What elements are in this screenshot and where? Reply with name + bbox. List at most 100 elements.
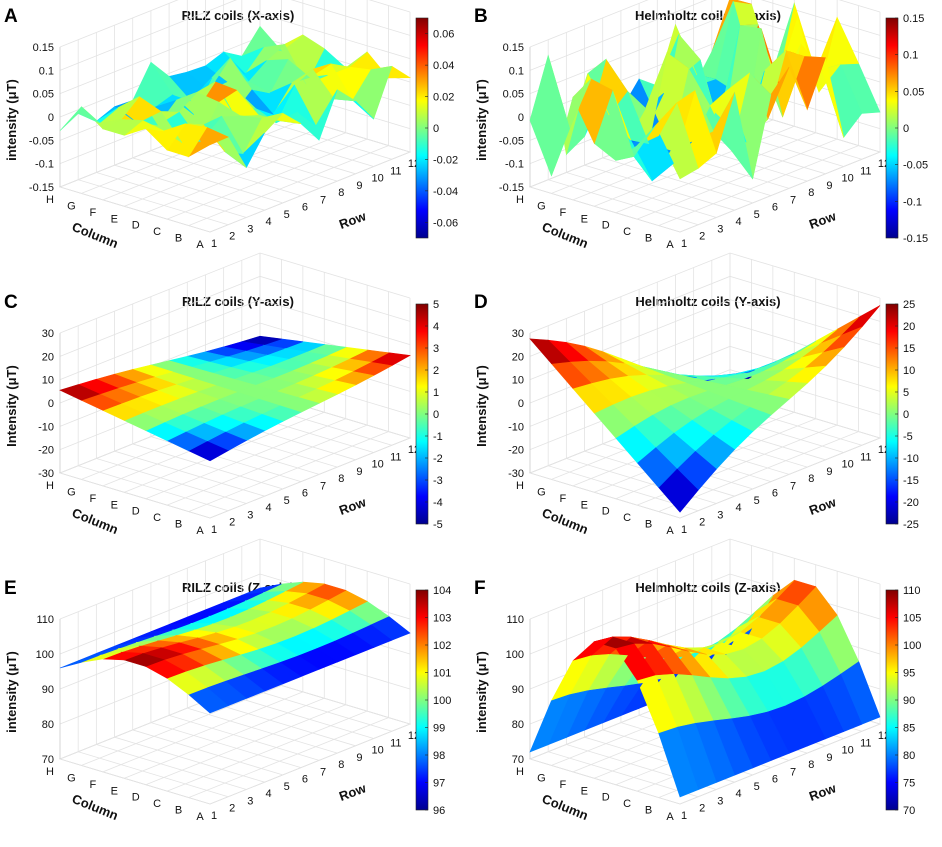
chart-panel-B: B Helmholtz coils (X-axis)0.150.10.050-0.… xyxy=(474,0,928,251)
y-tick-label: F xyxy=(559,493,566,505)
z-tick-label: -0.05 xyxy=(499,135,524,147)
colorbar-tick-label: -10 xyxy=(903,453,919,465)
y-tick-label: B xyxy=(645,805,652,817)
z-tick-label: 0.1 xyxy=(509,65,524,77)
chart-title: RILZ coils (X-axis) xyxy=(182,8,295,23)
x-tick-label: 11 xyxy=(390,451,401,463)
colorbar-tick-label: 104 xyxy=(433,585,451,597)
grid-line-z xyxy=(59,299,411,381)
z-tick-label: 0.15 xyxy=(33,42,54,54)
y-tick-label: A xyxy=(666,811,674,823)
x-tick-label: 10 xyxy=(372,173,384,185)
z-tick-label: 30 xyxy=(512,328,524,340)
x-tick-label: 5 xyxy=(284,781,290,793)
y-tick-label: G xyxy=(537,772,546,784)
colorbar-tick-label: 70 xyxy=(903,805,915,817)
colorbar-tick-label: 5 xyxy=(903,387,909,399)
y-tick-label: G xyxy=(67,772,76,784)
x-axis-label: Row xyxy=(337,494,369,518)
z-tick-label: 10 xyxy=(42,375,54,387)
z-axis-label: Intensity (μT) xyxy=(4,365,19,447)
z-tick-label: 100 xyxy=(36,649,54,661)
chart-panel-D: D Helmholtz coils (Y-axis)3020100-10-20-3… xyxy=(474,252,919,537)
colorbar-tick-label: -0.04 xyxy=(433,186,458,198)
z-tick-label: -30 xyxy=(38,468,54,480)
colorbar-tick-label: 80 xyxy=(903,750,915,762)
panel-label: E xyxy=(4,578,17,599)
y-tick-label: H xyxy=(46,766,54,778)
x-tick-label: 3 xyxy=(717,795,723,807)
y-tick-label: C xyxy=(153,798,161,810)
colorbar-tick-label: 98 xyxy=(433,750,445,762)
colorbar-tick-label: -4 xyxy=(433,497,443,509)
x-tick-label: 6 xyxy=(302,202,308,214)
y-tick-label: C xyxy=(153,226,161,238)
z-tick-label: -10 xyxy=(38,421,54,433)
surface-patch xyxy=(840,305,881,336)
y-tick-label: E xyxy=(111,785,118,797)
colorbar-tick-label: 97 xyxy=(433,778,445,790)
chart-title: Helmholtz coils (Z-axis) xyxy=(635,580,780,595)
y-tick-label: A xyxy=(196,525,204,537)
x-tick-label: 8 xyxy=(808,759,814,771)
colorbar-tick-label: 1 xyxy=(433,387,439,399)
x-tick-label: 8 xyxy=(338,187,344,199)
colorbar-tick-label: 0.06 xyxy=(433,29,454,41)
z-tick-label: 0 xyxy=(518,112,524,124)
x-tick-label: 11 xyxy=(390,737,401,749)
x-tick-label: 10 xyxy=(842,459,854,471)
colorbar-tick-label: -0.02 xyxy=(433,154,458,166)
surface-patch xyxy=(59,106,100,131)
x-tick-label: 10 xyxy=(842,745,854,757)
z-axis-label: intensity (μT) xyxy=(474,79,489,161)
colorbar-tick-label: 20 xyxy=(903,321,915,333)
colorbar-tick-label: -25 xyxy=(903,519,919,531)
colorbar-tick-label: -2 xyxy=(433,453,443,465)
colorbar-tick-label: 0.15 xyxy=(903,13,924,25)
y-tick-label: D xyxy=(132,220,140,232)
y-tick-label: D xyxy=(602,506,610,518)
y-tick-label: A xyxy=(196,239,204,251)
z-tick-label: 20 xyxy=(512,351,524,363)
y-tick-label: B xyxy=(645,233,652,245)
z-tick-label: 0 xyxy=(48,112,54,124)
x-tick-label: 9 xyxy=(826,752,832,764)
grid-line-z xyxy=(529,573,881,655)
colorbar-tick-label: 99 xyxy=(433,723,445,735)
x-tick-label: 8 xyxy=(808,187,814,199)
y-tick-label: B xyxy=(645,519,652,531)
y-tick-label: H xyxy=(516,194,524,206)
colorbar-tick-label: 110 xyxy=(903,585,921,597)
x-tick-label: 7 xyxy=(320,194,326,206)
y-tick-label: A xyxy=(666,525,674,537)
grid-line-z xyxy=(59,538,411,620)
colorbar-tick-label: -0.06 xyxy=(433,217,458,229)
chart-title: RILZ coils (Y-axis) xyxy=(182,294,294,309)
z-tick-label: 80 xyxy=(42,719,54,731)
x-tick-label: 9 xyxy=(356,752,362,764)
grid-line-z xyxy=(529,0,881,48)
x-tick-label: 2 xyxy=(229,803,235,815)
chart-panel-C: C RILZ coils (Y-axis)3020100-10-20-301234… xyxy=(4,252,443,537)
grid-line-z xyxy=(529,369,881,451)
z-tick-label: 0 xyxy=(518,398,524,410)
colorbar-tick-label: 75 xyxy=(903,778,915,790)
x-tick-label: 8 xyxy=(338,473,344,485)
x-tick-label: 7 xyxy=(790,480,796,492)
x-tick-label: 7 xyxy=(320,480,326,492)
y-tick-label: E xyxy=(111,213,118,225)
y-tick-label: G xyxy=(67,200,76,212)
z-tick-label: -0.15 xyxy=(29,182,54,194)
surface-patch xyxy=(59,654,100,669)
colorbar-tick-label: -3 xyxy=(433,475,443,487)
x-tick-label: 8 xyxy=(808,473,814,485)
x-tick-label: 7 xyxy=(790,766,796,778)
x-axis-label: Row xyxy=(807,208,839,232)
y-tick-label: H xyxy=(516,480,524,492)
colorbar-tick-label: 15 xyxy=(903,343,915,355)
z-tick-label: 0.15 xyxy=(503,42,524,54)
x-tick-label: 3 xyxy=(247,223,253,235)
x-tick-label: 6 xyxy=(302,774,308,786)
y-tick-label: E xyxy=(581,213,588,225)
z-tick-label: 20 xyxy=(42,351,54,363)
